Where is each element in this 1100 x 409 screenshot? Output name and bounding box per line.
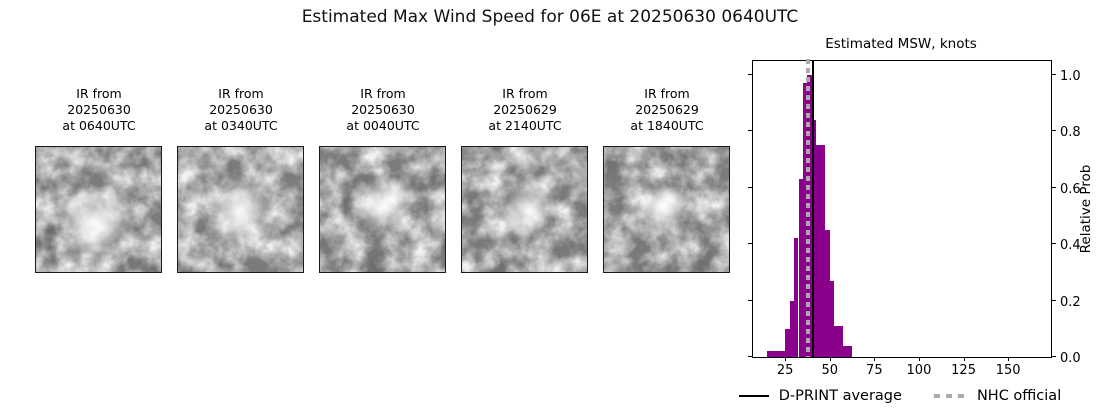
ir-panel-label: IR from 20250630 at 0040UTC — [346, 86, 420, 133]
nhc-official-legend-label: NHC official — [976, 388, 1062, 404]
ir-panel-label: IR from 20250630 at 0640UTC — [62, 86, 136, 133]
x-tick — [874, 357, 876, 361]
ir-panel-row: IR from 20250630 at 0640UTC IR from 2025063… — [35, 86, 730, 273]
ir-panel: IR from 20250630 at 0040UTC — [319, 86, 446, 273]
y-tick-label: 0.8 — [1060, 125, 1081, 141]
histogram-bar — [829, 280, 835, 357]
ir-panel: IR from 20250629 at 1840UTC — [603, 86, 730, 273]
x-tick — [918, 357, 920, 361]
y-tick — [748, 243, 752, 245]
histogram-bar — [771, 351, 777, 357]
y-tick-label: 0.4 — [1060, 238, 1081, 254]
y-tick-label: 1.0 — [1060, 68, 1081, 84]
histogram-bar — [776, 351, 781, 357]
y-axis-label: Relative Prob — [1078, 164, 1094, 254]
x-tick-label: 25 — [776, 363, 794, 378]
y-tick — [1052, 356, 1056, 357]
histogram-plot-area: 25 50 75 100 125 150 0.0 0.2 0.4 0.6 0.8 1.0 — [748, 59, 1081, 378]
histogram-bar — [794, 238, 799, 357]
ir-panel: IR from 20250630 at 0640UTC — [35, 86, 162, 273]
histogram-bar — [843, 345, 848, 357]
ir-satellite-image — [319, 146, 446, 273]
ir-satellite-image — [177, 146, 304, 273]
x-tick — [829, 357, 831, 361]
ir-cloud-graphic — [36, 147, 161, 272]
y-tick — [748, 356, 752, 357]
d-print-average-line — [811, 61, 814, 357]
ir-cloud-graphic — [320, 147, 445, 272]
histogram-bar — [798, 179, 803, 357]
histogram-bar — [811, 119, 817, 357]
figure-title: Estimated Max Wind Speed for 06E at 2025… — [301, 7, 799, 27]
nhc-official-dash-swatch — [933, 394, 967, 398]
y-tick-label: 0.6 — [1060, 181, 1081, 197]
histogram-bar — [847, 345, 853, 357]
y-tick — [1052, 186, 1056, 188]
x-tick — [963, 357, 965, 361]
chart-legend: D-PRINT average NHC official — [720, 386, 1080, 406]
histogram-bar — [780, 351, 786, 357]
nhc-official-line — [806, 59, 811, 357]
histogram-bar — [802, 83, 808, 357]
ir-panel-label: IR from 20250629 at 2140UTC — [488, 86, 562, 133]
y-tick — [1052, 73, 1056, 75]
y-tick-label: 0.2 — [1060, 294, 1081, 310]
y-tick-label: 0.0 — [1060, 351, 1081, 366]
x-tick-label: 75 — [866, 363, 883, 378]
ir-satellite-image — [461, 146, 588, 273]
ir-satellite-image — [35, 146, 162, 273]
y-tick — [1052, 130, 1056, 132]
histogram-bar — [820, 145, 826, 357]
ir-cloud-graphic — [178, 147, 303, 272]
dprint-average-legend-label: D-PRINT average — [778, 388, 902, 404]
ir-panel: IR from 20250630 at 0340UTC — [177, 86, 304, 273]
x-tick-label: 150 — [995, 363, 1021, 378]
ir-panel: IR from 20250629 at 2140UTC — [461, 86, 588, 273]
ir-panel-label: IR from 20250629 at 1840UTC — [630, 86, 704, 133]
y-tick — [748, 299, 752, 301]
histogram-bar — [816, 145, 821, 357]
y-tick — [748, 73, 752, 75]
y-tick — [1052, 243, 1056, 245]
histogram-bar — [838, 325, 844, 357]
y-tick — [1052, 299, 1056, 301]
y-tick — [748, 130, 752, 132]
ir-panel-label: IR from 20250630 at 0340UTC — [204, 86, 278, 133]
x-tick — [1008, 357, 1010, 361]
histogram-bar — [785, 328, 790, 357]
ir-satellite-image — [603, 146, 730, 273]
x-tick-label: 50 — [821, 363, 838, 378]
x-tick — [785, 357, 787, 361]
histogram-title: Estimated MSW, knots — [825, 36, 977, 52]
histogram-bar — [825, 229, 830, 357]
dprint-average-line-swatch — [738, 395, 769, 397]
ir-cloud-graphic — [462, 147, 587, 272]
x-tick-label: 125 — [951, 363, 976, 378]
x-tick-label: 100 — [906, 363, 932, 378]
histogram-bar — [789, 300, 795, 357]
y-tick — [748, 186, 752, 188]
ir-cloud-graphic — [604, 147, 729, 272]
histogram-bar — [767, 351, 772, 357]
histogram-bar — [834, 325, 839, 357]
